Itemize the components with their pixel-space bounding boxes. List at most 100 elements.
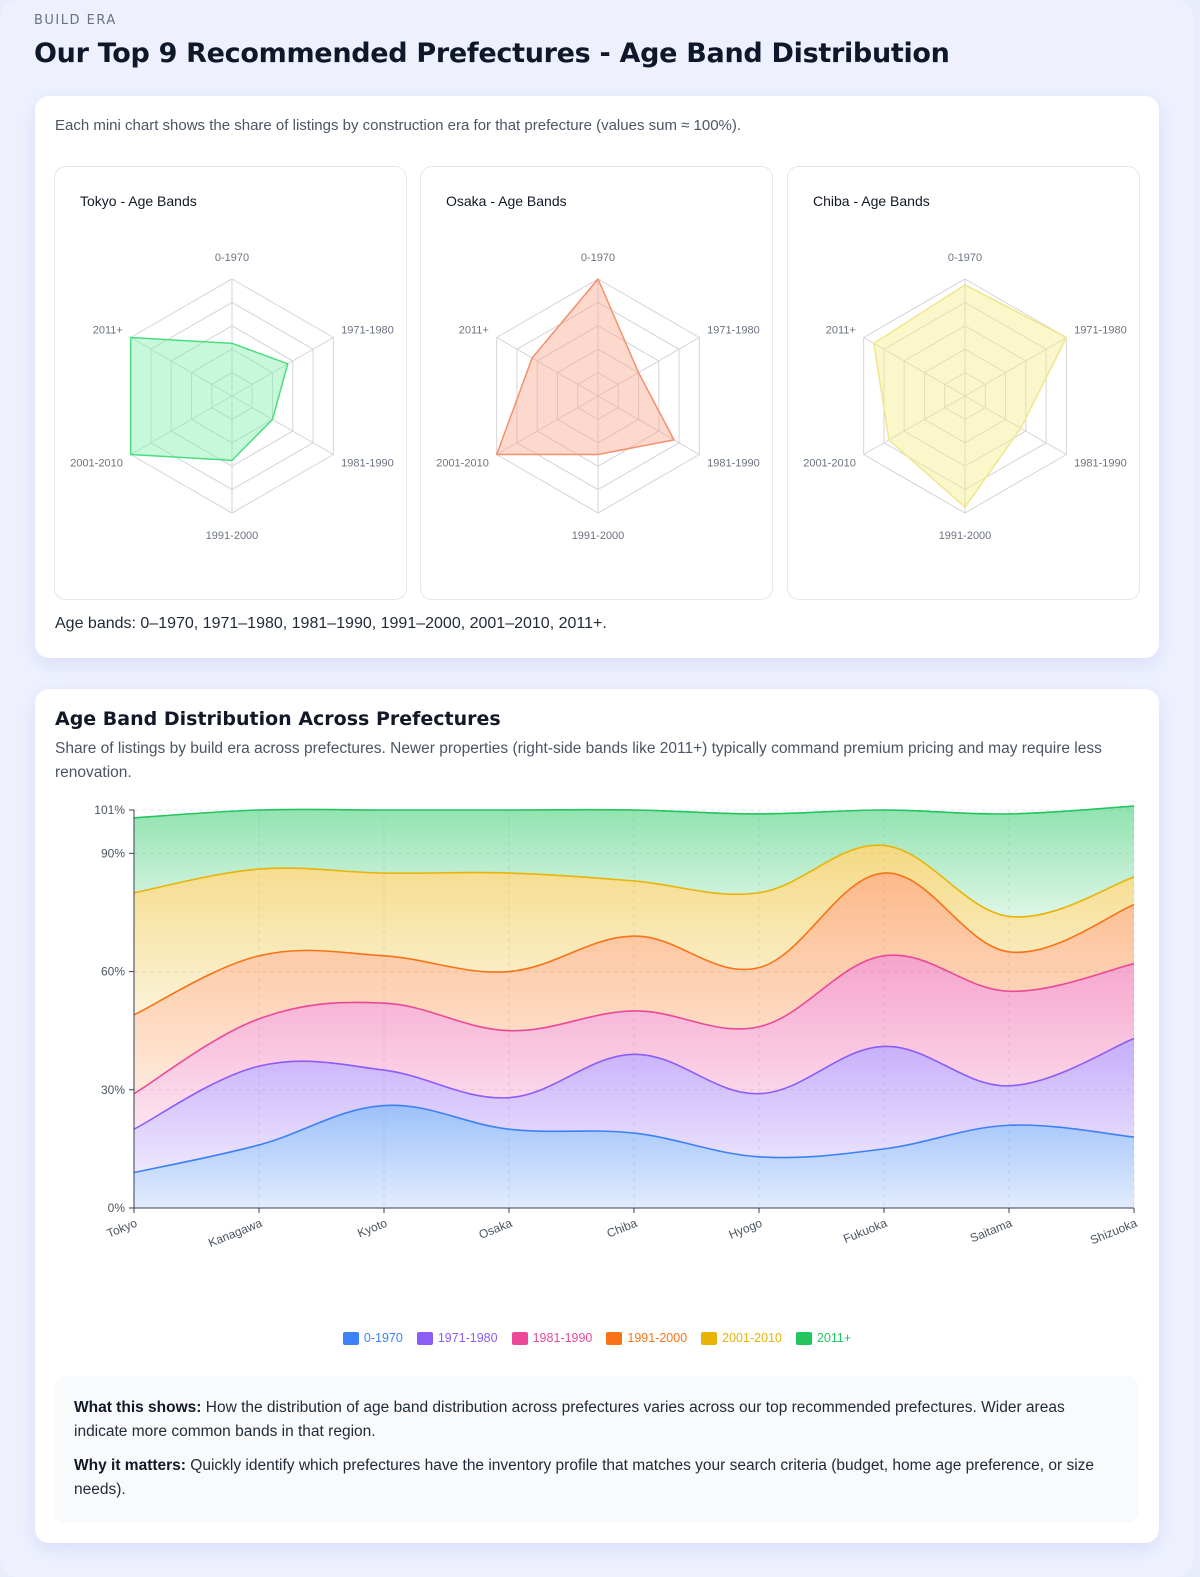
radar-axis-label: 0-1970 [215, 252, 249, 264]
y-tick-label: 101% [94, 803, 125, 817]
x-tick-label: Shizuoka [1088, 1216, 1139, 1248]
legend-item-1971-1980[interactable]: 1971-1980 [416, 1331, 498, 1345]
radar-card: Each mini chart shows the share of listi… [35, 96, 1159, 658]
radar-axis-label: 1971-1980 [341, 325, 394, 337]
x-tick-label: Kanagawa [206, 1216, 264, 1250]
legend-item-2001-2010[interactable]: 2001-2010 [701, 1331, 782, 1345]
radar-axis-label: 2011+ [826, 325, 856, 337]
x-tick-label: Saitama [968, 1216, 1014, 1246]
x-tick-label: Osaka [477, 1216, 515, 1242]
stream-card: 0% 30% 60% 90% 101% Tokyo Kanagawa Kyoto Osaka Ch… [35, 689, 1159, 1543]
what-label: What this shows: [74, 1399, 202, 1416]
radar-axis-label: 1991-2000 [206, 530, 259, 542]
radar-axis-label: 2011+ [93, 325, 123, 337]
x-tick-label: Fukuoka [841, 1216, 889, 1246]
legend-swatch [606, 1331, 623, 1345]
legend-label: 2011+ [816, 1331, 852, 1345]
line-0-1970 [133, 1104, 1135, 1174]
stream-title: Age Band Distribution Across Prefectures [55, 708, 501, 730]
legend-swatch [416, 1331, 433, 1345]
radar-title: Tokyo - Age Bands [80, 193, 197, 209]
legend-item-1991-2000[interactable]: 1991-2000 [606, 1331, 687, 1345]
line-1991-2000 [133, 872, 1135, 1016]
radar-tokyo: 0-1970 1971-1980 1981-1990 1991-2000 2001-20… [70, 252, 394, 542]
legend-item-0-1970[interactable]: 0-1970 [342, 1331, 403, 1345]
area-1981-1990 [134, 955, 1134, 1130]
legend-label: 1991-2000 [627, 1331, 688, 1345]
radar-axis-line [964, 395, 1067, 455]
x-tick-label: Tokyo [105, 1216, 140, 1241]
line-2001-2010 [133, 844, 1135, 918]
radar-axis-label: 1981-1990 [341, 458, 394, 470]
line-1971-1980 [133, 1037, 1135, 1130]
radar-axis-line [863, 337, 966, 397]
legend-swatch [511, 1331, 528, 1345]
y-tick-label: 90% [101, 846, 125, 860]
radar-axis-line [130, 337, 233, 397]
legend-label: 1971-1980 [437, 1331, 498, 1345]
area-2011+ [134, 806, 1134, 917]
radar-axis-label: 1981-1990 [707, 458, 760, 470]
y-tick-label: 60% [101, 965, 125, 979]
bands-note: Age bands: 0–1970, 1971–1980, 1981–1990,… [55, 615, 607, 632]
radar-title: Chiba - Age Bands [813, 193, 930, 209]
radar-axis-line [597, 337, 700, 397]
area-0-1970 [134, 1105, 1134, 1208]
stream-chart: 0% 30% 60% 90% 101% Tokyo Kanagawa Kyoto Osaka Ch… [94, 803, 1139, 1250]
radar-osaka: 0-1970 1971-1980 1981-1990 1991-2000 2001-20… [436, 252, 760, 542]
radar-axis-label: 0-1970 [948, 252, 982, 264]
what-text: How the distribution of age band distrib… [74, 1399, 1065, 1440]
radar-axis-label: 2001-2010 [436, 458, 489, 470]
radar-axis-label: 2001-2010 [70, 458, 123, 470]
legend-swatch [701, 1331, 718, 1345]
radar-axis-label: 1991-2000 [572, 530, 625, 542]
what-this-shows: What this shows: How the distribution of… [74, 1396, 1119, 1444]
legend-item-1981-1990[interactable]: 1981-1990 [511, 1331, 593, 1345]
radar-axis-label: 1971-1980 [707, 325, 760, 337]
radar-intro: Each mini chart shows the share of listi… [55, 117, 742, 134]
area-1971-1980 [134, 1038, 1134, 1173]
radar-axis-line [130, 395, 233, 455]
stream-subtitle: Share of listings by build era across pr… [55, 740, 1102, 781]
x-tick-label: Chiba [605, 1216, 640, 1241]
area-1991-2000 [134, 872, 1134, 1094]
radar-axis-label: 2001-2010 [803, 458, 856, 470]
legend-label: 2001-2010 [722, 1331, 782, 1345]
x-tick-label: Hyogo [727, 1216, 765, 1242]
radar-axis-line [496, 395, 599, 455]
y-tick-label: 0% [108, 1201, 126, 1215]
radar-axis-line [231, 337, 334, 397]
line-1981-1990 [133, 954, 1135, 1095]
radar-axis-label: 0-1970 [581, 252, 615, 264]
line-2011+ [133, 805, 1135, 819]
radar-axis-label: 1991-2000 [939, 530, 992, 542]
page-title: Our Top 9 Recommended Prefectures - Age … [34, 38, 950, 69]
radar-axis-label: 2011+ [459, 325, 489, 337]
y-tick-label: 30% [101, 1083, 125, 1097]
why-label: Why it matters: [74, 1457, 186, 1474]
radar-axis-line [964, 337, 1067, 397]
radar-chiba: 0-1970 1971-1980 1981-1990 1991-2000 2001-20… [803, 252, 1127, 542]
legend-label: 0-1970 [363, 1331, 403, 1345]
radar-axis-line [231, 395, 334, 455]
why-text: Quickly identify which prefectures have … [74, 1457, 1095, 1498]
radar-panel-tokyo: Tokyo - Age Bands 0-1970 1971-1980 1981-19… [54, 166, 407, 600]
legend-swatch [342, 1331, 359, 1345]
area-2001-2010 [134, 845, 1134, 1015]
radar-title: Osaka - Age Bands [446, 193, 567, 209]
legend-label: 1981-1990 [532, 1331, 593, 1345]
radar-axis-line [863, 395, 966, 455]
radar-axis-line [496, 337, 599, 397]
radar-axis-label: 1971-1980 [1074, 325, 1127, 337]
radar-axis-line [597, 395, 700, 455]
radar-panel-chiba: Chiba - Age Bands 0-1970 1971-1980 1981-19… [787, 166, 1140, 600]
legend-item-2011+[interactable]: 2011+ [795, 1331, 852, 1345]
radar-series-area [873, 284, 1068, 508]
radar-panel-osaka: Osaka - Age Bands 0-1970 1971-1980 1981-19… [420, 166, 773, 600]
why-it-matters: Why it matters: Quickly identify which p… [74, 1454, 1119, 1502]
legend: 0-1970 1971-1980 1981-1990 1991-2000 2001-20… [35, 1331, 1159, 1345]
x-tick-label: Kyoto [355, 1216, 389, 1241]
info-box: What this shows: How the distribution of… [54, 1376, 1139, 1523]
radar-series-area [495, 278, 675, 456]
